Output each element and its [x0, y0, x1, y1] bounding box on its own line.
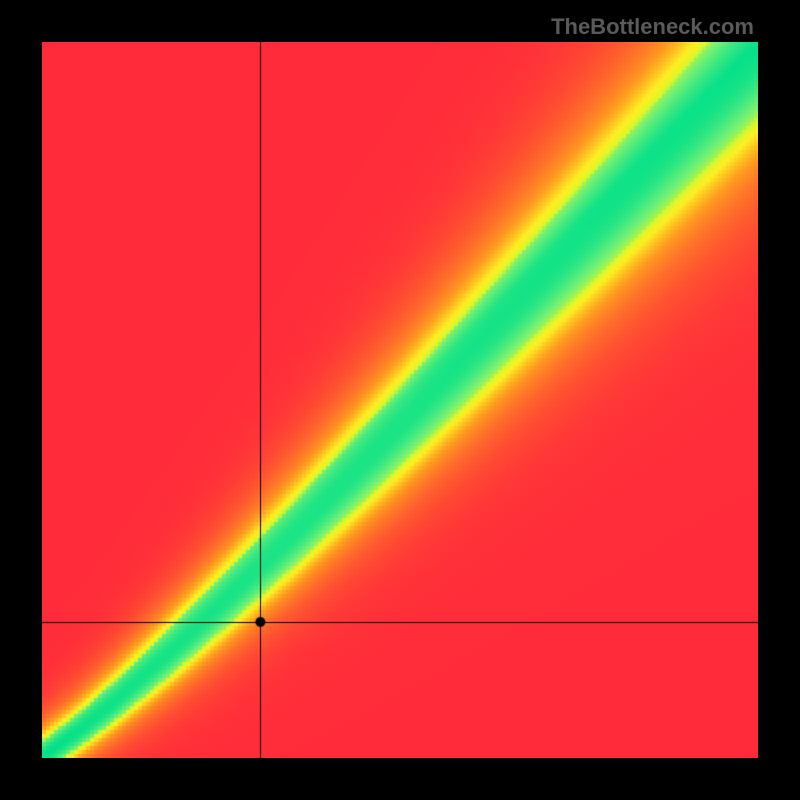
bottleneck-heatmap — [42, 42, 758, 758]
watermark-text: TheBottleneck.com — [551, 14, 754, 40]
chart-container: TheBottleneck.com — [0, 0, 800, 800]
